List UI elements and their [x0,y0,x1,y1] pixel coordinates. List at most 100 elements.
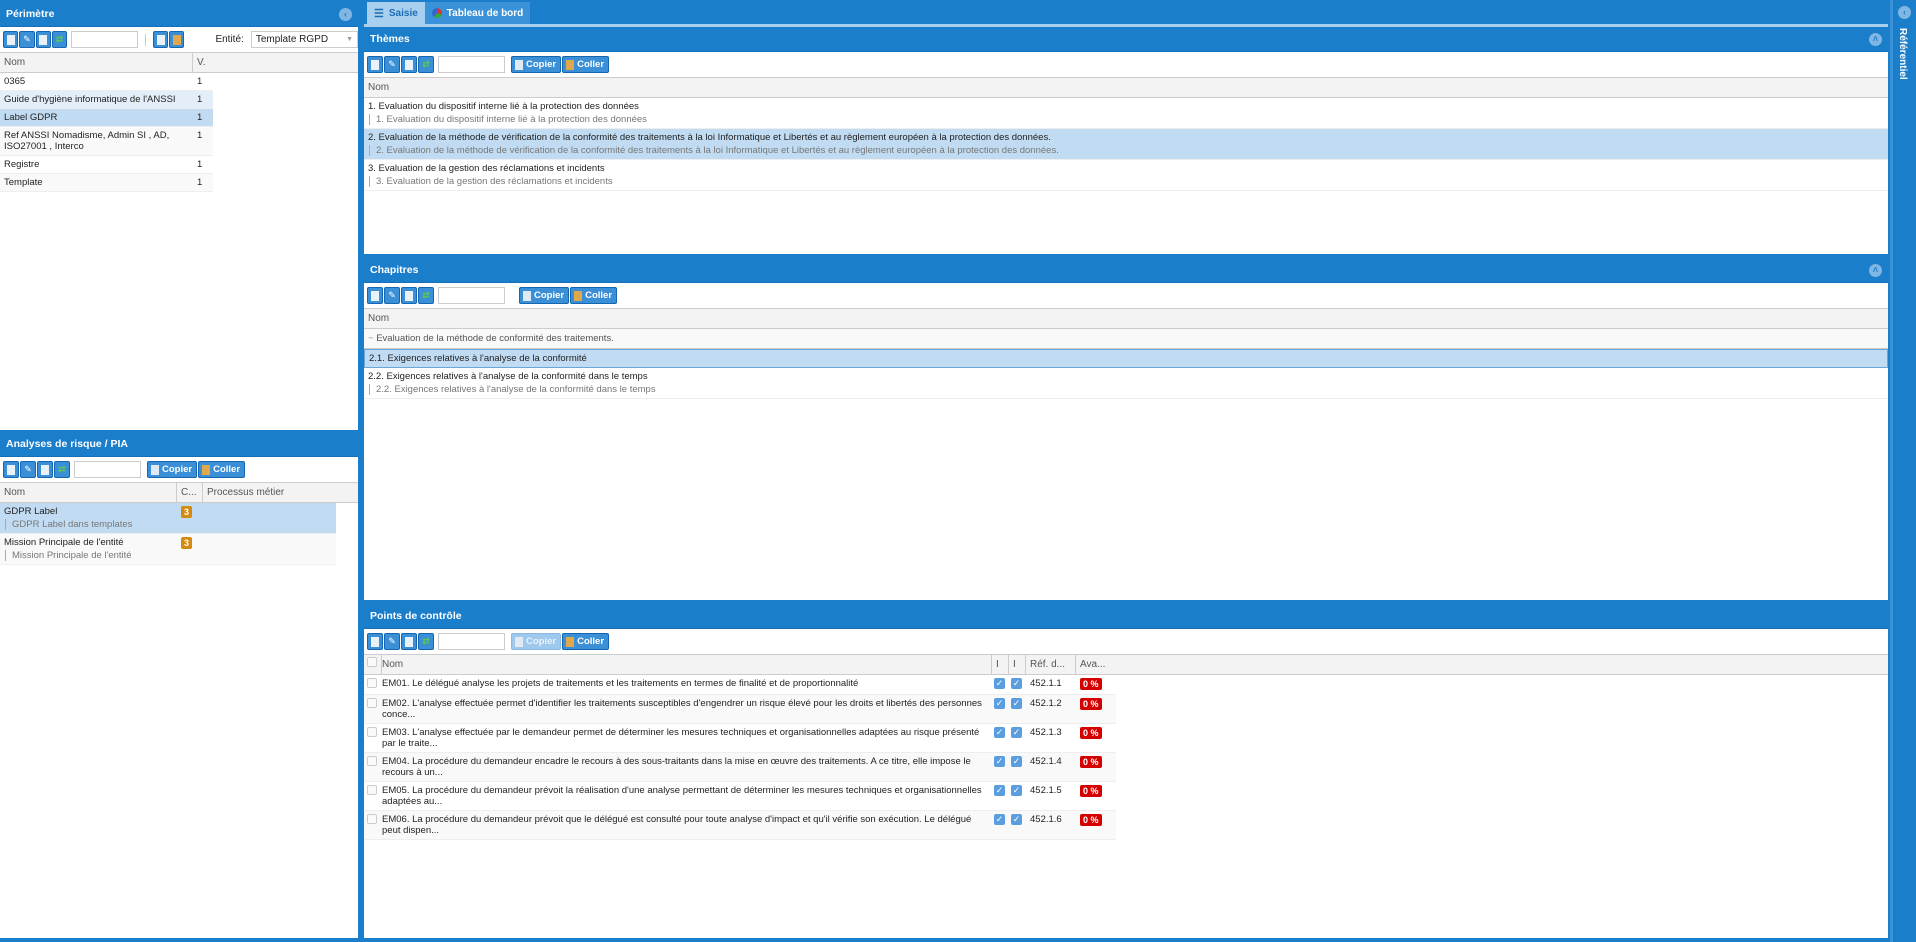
row-checkbox[interactable] [367,727,377,737]
add-icon[interactable] [367,56,383,73]
edit-icon[interactable]: ✎ [384,287,400,304]
refresh-icon[interactable]: ⇄ [418,56,434,73]
perimetre-row[interactable]: 0365 1 [0,73,213,91]
perimetre-row[interactable]: Template 1 [0,174,213,192]
delete-icon[interactable] [401,633,417,650]
paste-button[interactable]: Coller [562,633,610,650]
copy-icon[interactable] [152,31,169,48]
col-avancement[interactable]: Ava... [1080,659,1106,670]
entity-select[interactable]: Template RGPD ▼ [250,31,358,48]
row-ref: 452.1.2 [1030,698,1062,709]
row-checkbox[interactable] [367,785,377,795]
perimetre-row[interactable]: Registre 1 [0,156,213,174]
tab-bar: ☰ Saisie Tableau de bord [364,0,1888,27]
point-row[interactable]: EM01. Le délégué analyse les projets de … [364,675,1116,695]
paste-button[interactable]: Coller [198,461,246,478]
delete-icon[interactable] [37,461,53,478]
referentiel-panel-collapsed[interactable]: ‹ Référentiel [1890,0,1916,942]
themes-row[interactable]: 2. Evaluation de la méthode de vérificat… [364,129,1888,160]
analyses-search-input[interactable] [74,461,141,478]
paste-button[interactable]: Coller [562,56,610,73]
col-ref[interactable]: Réf. d... [1026,655,1076,674]
point-row[interactable]: EM05. La procédure du demandeur prévoit … [364,782,1116,811]
row-checkbox[interactable] [367,756,377,766]
copy-button[interactable]: Copier [511,56,562,73]
add-icon[interactable] [3,461,19,478]
analyse-row[interactable]: GDPR Label GDPR Label dans templates 3 [0,503,336,534]
collapse-left-icon[interactable]: ‹ [339,8,352,21]
add-icon[interactable] [367,633,383,650]
row-checkbox[interactable] [367,678,377,688]
collapse-group-icon[interactable]: − [368,333,374,344]
group-row[interactable]: − Evaluation de la méthode de conformité… [364,329,1888,349]
tab-saisie[interactable]: ☰ Saisie [367,2,425,24]
row-checkbox[interactable] [367,814,377,824]
col-nom[interactable]: Nom [382,655,992,674]
checked-icon[interactable]: ✓ [1011,678,1022,689]
point-row[interactable]: EM02. L'analyse effectuée permet d'ident… [364,695,1116,724]
add-icon[interactable] [3,31,19,48]
perimetre-row[interactable]: Guide d'hygiène informatique de l'ANSSI 1 [0,91,213,109]
checked-icon[interactable]: ✓ [1011,785,1022,796]
edit-icon[interactable]: ✎ [19,31,35,48]
perimetre-row[interactable]: Label GDPR 1 [0,109,213,127]
perimetre-search-input[interactable] [71,31,138,48]
points-search-input[interactable] [438,633,505,650]
delete-icon[interactable] [401,287,417,304]
perimetre-row[interactable]: Ref ANSSI Nomadisme, Admin SI , AD, ISO2… [0,127,213,156]
row-checkbox[interactable] [367,698,377,708]
select-all-checkbox[interactable] [367,657,377,667]
col-nom[interactable]: Nom [0,483,177,502]
tab-tableau-de-bord[interactable]: Tableau de bord [424,2,531,24]
col-nom[interactable]: Nom [0,53,193,72]
col-i2[interactable]: I [1009,655,1026,674]
perimetre-toolbar: ✎ ⇄ Entité: Template RGPD ▼ [0,27,358,52]
point-row[interactable]: EM04. La procédure du demandeur encadre … [364,753,1116,782]
copy-button[interactable]: Copier [519,287,570,304]
col-i1[interactable]: I [992,655,1009,674]
checked-icon[interactable]: ✓ [1011,727,1022,738]
paste-icon[interactable] [169,31,185,48]
refresh-icon[interactable]: ⇄ [418,633,434,650]
checked-icon[interactable]: ✓ [994,785,1005,796]
checked-icon[interactable]: ✓ [994,678,1005,689]
themes-search-input[interactable] [438,56,505,73]
edit-icon[interactable]: ✎ [384,633,400,650]
paste-button[interactable]: Coller [570,287,618,304]
themes-row[interactable]: 1. Evaluation du dispositif interne lié … [364,98,1888,129]
copy-button[interactable]: Copier [147,461,198,478]
point-row[interactable]: EM06. La procédure du demandeur prévoit … [364,811,1116,840]
col-nom[interactable]: Nom [368,82,390,93]
delete-icon[interactable] [35,31,51,48]
row-ref: 452.1.3 [1030,727,1062,738]
checked-icon[interactable]: ✓ [1011,756,1022,767]
chapitres-row[interactable]: 2.2. Exigences relatives à l'analyse de … [364,368,1888,399]
themes-row[interactable]: 3. Evaluation de la gestion des réclamat… [364,160,1888,191]
chapitres-search-input[interactable] [438,287,505,304]
checked-icon[interactable]: ✓ [994,698,1005,709]
checked-icon[interactable]: ✓ [994,727,1005,738]
add-icon[interactable] [367,287,383,304]
chapitres-row[interactable]: 2.1. Exigences relatives à l'analyse de … [364,349,1888,368]
checked-icon[interactable]: ✓ [994,814,1005,825]
row-version: 1 [197,76,203,87]
checked-icon[interactable]: ✓ [1011,698,1022,709]
edit-icon[interactable]: ✎ [384,56,400,73]
refresh-icon[interactable]: ⇄ [51,31,67,48]
collapse-up-icon[interactable]: ˄ [1869,264,1882,277]
refresh-icon[interactable]: ⇄ [418,287,434,304]
edit-icon[interactable]: ✎ [20,461,36,478]
col-v[interactable]: V. [197,57,206,68]
col-nom[interactable]: Nom [368,313,390,324]
collapse-up-icon[interactable]: ˄ [1869,33,1882,46]
expand-icon[interactable]: ‹ [1898,6,1911,19]
delete-icon[interactable] [401,56,417,73]
refresh-icon[interactable]: ⇄ [54,461,70,478]
checked-icon[interactable]: ✓ [994,756,1005,767]
checked-icon[interactable]: ✓ [1011,814,1022,825]
analyse-row[interactable]: Mission Principale de l'entité Mission Pr… [0,534,336,565]
col-c[interactable]: C... [177,483,203,502]
copy-button[interactable]: Copier [511,633,562,650]
point-row[interactable]: EM03. L'analyse effectuée par le demande… [364,724,1116,753]
col-processus[interactable]: Processus métier [207,487,285,498]
